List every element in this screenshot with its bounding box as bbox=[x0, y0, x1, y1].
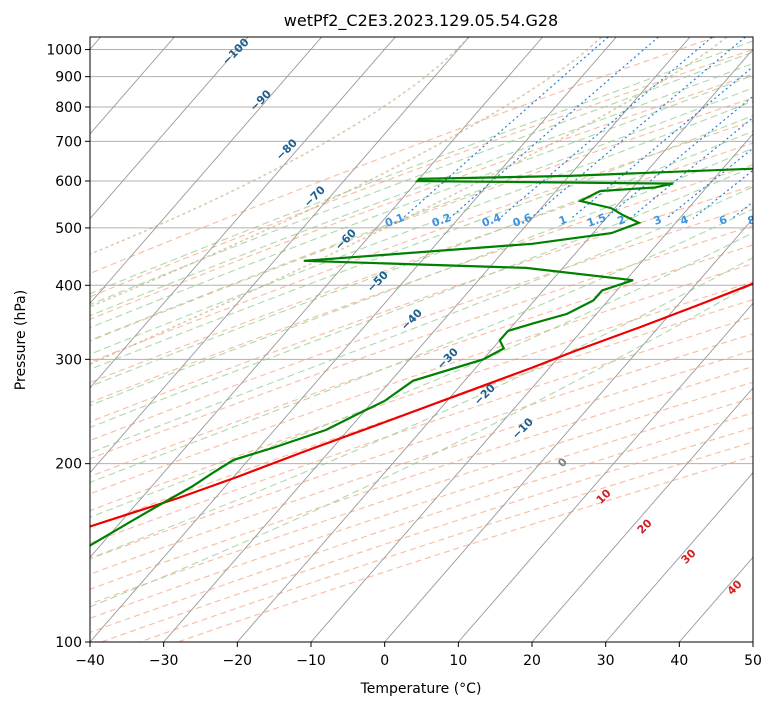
y-tick-label: 800 bbox=[55, 100, 82, 116]
moist-adiabat-line bbox=[90, 87, 753, 342]
mixing-ratio-label: 4 bbox=[678, 213, 690, 228]
chart-title: wetPf2_C2E3.2023.129.05.54.G28 bbox=[284, 11, 558, 31]
dry-adiabat-line bbox=[90, 262, 753, 495]
moist-adiabat-line bbox=[90, 51, 753, 306]
isotherm-gridline bbox=[90, 37, 544, 559]
mixing-ratio-line bbox=[665, 147, 753, 219]
moist-adiabat-line bbox=[90, 147, 753, 407]
mixing-ratio-label: 0.4 bbox=[480, 211, 503, 230]
mixing-ratio-line bbox=[402, 37, 609, 219]
moist-adiabat-line bbox=[90, 232, 753, 518]
mixing-ratio-label: 2 bbox=[616, 213, 628, 228]
mixing-ratio-line bbox=[570, 66, 753, 219]
grid-layer bbox=[90, 37, 753, 642]
moist-adiabat-line bbox=[90, 74, 753, 329]
x-tick-label: −40 bbox=[75, 653, 105, 669]
axis-layer: −40 −30 −20 −10 0 10 20 30 40 5010020030040050060… bbox=[46, 43, 762, 669]
x-tick-label: 0 bbox=[380, 653, 389, 669]
x-tick-label: −30 bbox=[149, 653, 179, 669]
mixing-ratio-line bbox=[499, 37, 713, 219]
mixing-ratio-label: 8 bbox=[746, 213, 758, 228]
x-tick-label: 10 bbox=[449, 653, 467, 669]
theta-e-curve bbox=[90, 37, 470, 256]
theta-e-curve bbox=[90, 37, 728, 366]
dry-adiabat-line bbox=[90, 48, 753, 298]
mixing-ratio-label: 0.1 bbox=[383, 211, 406, 230]
moist-adiabat-line bbox=[90, 186, 753, 454]
mixing-ratio-line bbox=[530, 37, 746, 219]
mixing-ratio-label: 6 bbox=[717, 213, 729, 228]
y-axis-label: Pressure (hPa) bbox=[13, 290, 29, 390]
mixing-ratio-label: 0.2 bbox=[430, 211, 453, 230]
dry-adiabat-line bbox=[90, 73, 753, 320]
dry-adiabat-line bbox=[90, 381, 753, 605]
x-axis-label: Temperature (°C) bbox=[360, 681, 482, 697]
y-tick-label: 200 bbox=[55, 457, 82, 473]
y-tick-label: 300 bbox=[55, 352, 82, 368]
y-tick-label: 100 bbox=[55, 635, 82, 651]
moist-adiabat-line bbox=[90, 40, 753, 295]
theta-e-curve bbox=[90, 37, 603, 308]
y-tick-label: 600 bbox=[55, 174, 82, 190]
moist-adiabat-line bbox=[90, 256, 753, 560]
y-tick-label: 500 bbox=[55, 221, 82, 237]
dry-adiabat-line bbox=[90, 333, 753, 560]
isotherm-gridline bbox=[90, 37, 249, 220]
isotherm-gridline bbox=[90, 37, 323, 304]
dry-adiabat-line bbox=[90, 97, 753, 342]
mixing-ratio-label: 1.5 bbox=[585, 211, 608, 230]
x-tick-label: 30 bbox=[597, 653, 615, 669]
y-tick-label: 400 bbox=[55, 278, 82, 294]
series-layer bbox=[90, 167, 753, 547]
x-tick-label: 50 bbox=[744, 653, 762, 669]
isotherm-gridline bbox=[457, 302, 753, 642]
dry-adiabat-line bbox=[90, 365, 753, 590]
isotherm-gridline bbox=[90, 37, 470, 474]
moist-adiabat-line bbox=[90, 62, 753, 317]
x-tick-label: −20 bbox=[223, 653, 253, 669]
isotherm-gridline bbox=[90, 37, 396, 389]
mixing-ratio-line bbox=[449, 37, 659, 219]
dry-adiabat-line bbox=[90, 412, 753, 633]
x-tick-label: 40 bbox=[670, 653, 688, 669]
x-tick-label: −10 bbox=[296, 653, 326, 669]
dry-adiabat-line bbox=[90, 299, 753, 528]
mixing-ratio-label: 1 bbox=[557, 213, 569, 228]
dry-adiabat-line bbox=[90, 397, 753, 619]
isotherm-gridline bbox=[384, 217, 753, 642]
x-tick-label: 20 bbox=[523, 653, 541, 669]
isotherm-gridline bbox=[531, 387, 753, 642]
isotherm-gridline bbox=[90, 37, 617, 642]
y-tick-label: 700 bbox=[55, 134, 82, 150]
y-tick-label: 900 bbox=[55, 70, 82, 86]
isotherm-gridline bbox=[605, 471, 753, 642]
isotherm-gridline bbox=[310, 133, 753, 642]
isotherm-gridline bbox=[163, 37, 691, 642]
dry-adiabat-line bbox=[90, 349, 753, 575]
plot-frame bbox=[89, 36, 754, 643]
dewpoint-profile-line bbox=[90, 167, 753, 547]
moist-adiabat-line bbox=[90, 208, 753, 483]
mixing-ratio-label: 3 bbox=[652, 213, 664, 228]
temperature-profile-line bbox=[90, 282, 753, 528]
moist-adiabat-line bbox=[90, 282, 753, 608]
mixing-ratio-label: 0.6 bbox=[511, 211, 534, 230]
y-tick-label: 1000 bbox=[46, 43, 82, 59]
moist-adiabat-line bbox=[90, 166, 753, 429]
